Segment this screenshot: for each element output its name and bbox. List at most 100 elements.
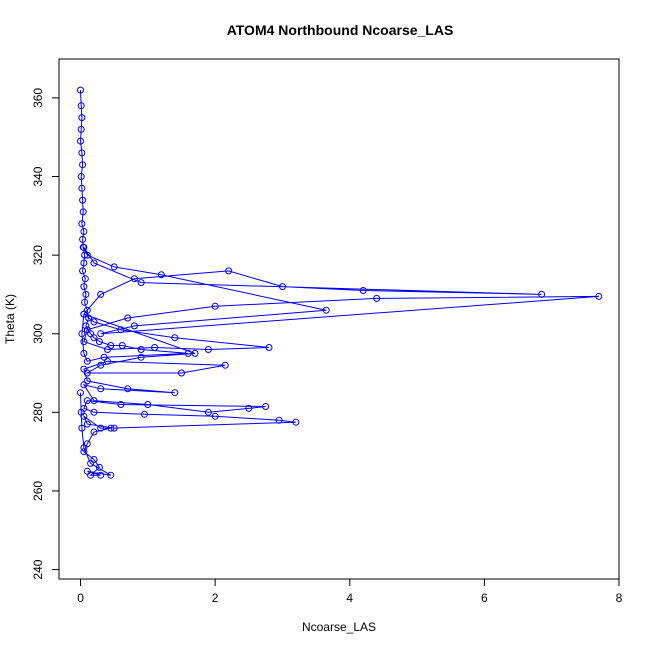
data-point — [137, 279, 145, 287]
data-point — [83, 369, 91, 377]
x-axis-label: Ncoarse_LAS — [302, 620, 376, 634]
data-point — [80, 338, 88, 346]
data-point — [80, 283, 88, 291]
data-point — [90, 334, 98, 342]
data-point — [359, 287, 367, 294]
data-point — [110, 263, 118, 271]
data-point — [77, 173, 85, 180]
data-point — [97, 361, 105, 369]
data-point — [81, 251, 89, 259]
data-point — [171, 389, 179, 397]
data-point — [80, 259, 88, 267]
data-point — [130, 275, 138, 283]
data-point — [90, 318, 98, 326]
data-point — [81, 298, 89, 306]
y-axis: 240 260 280 300 320 340 360 — [31, 88, 60, 580]
data-point — [184, 349, 192, 357]
x-tick-label: 0 — [77, 591, 84, 605]
data-point — [80, 381, 88, 389]
x-axis: 0 2 4 6 8 — [77, 578, 623, 605]
data-point — [77, 389, 84, 397]
data-point — [245, 404, 253, 412]
y-tick-label: 240 — [31, 559, 45, 579]
data-point — [157, 271, 165, 279]
data-point — [204, 346, 212, 353]
data-point — [265, 344, 273, 351]
data-point — [90, 408, 98, 416]
data-point — [78, 424, 86, 432]
y-tick-label: 340 — [31, 166, 45, 186]
data-point — [117, 326, 125, 334]
data-point — [77, 102, 85, 110]
data-point — [77, 137, 84, 145]
data-point — [95, 338, 103, 346]
data-point — [130, 322, 138, 330]
data-series — [79, 90, 599, 476]
data-point — [124, 314, 132, 322]
data-point — [373, 294, 381, 302]
series-line — [79, 90, 599, 476]
data-point — [78, 149, 86, 157]
data-point — [90, 397, 98, 405]
data-point — [80, 365, 88, 373]
data-point — [211, 412, 219, 420]
data-point — [80, 448, 88, 456]
data-point — [97, 471, 105, 479]
data-point — [90, 456, 98, 463]
x-tick-label: 6 — [481, 591, 488, 605]
data-points — [77, 86, 603, 479]
data-point — [595, 292, 603, 300]
data-point — [107, 424, 115, 432]
data-point — [191, 349, 199, 357]
data-point — [204, 408, 212, 416]
data-point — [78, 330, 86, 338]
data-point — [80, 349, 88, 357]
y-tick-label: 360 — [31, 88, 45, 108]
data-point — [80, 310, 88, 318]
data-point — [80, 243, 88, 251]
y-axis-label: Theta (K) — [3, 294, 17, 344]
data-point — [83, 251, 91, 259]
data-point — [81, 275, 89, 283]
data-point — [118, 342, 126, 349]
data-point — [79, 208, 87, 216]
data-point — [80, 228, 88, 235]
data-point — [100, 353, 108, 361]
data-point — [211, 302, 219, 310]
data-point — [178, 369, 185, 377]
data-point — [144, 401, 152, 408]
data-point — [83, 467, 91, 475]
data-point — [97, 424, 105, 432]
data-point — [82, 322, 90, 330]
x-tick-label: 4 — [346, 591, 353, 605]
data-point — [292, 418, 300, 426]
x-tick-label: 2 — [212, 591, 219, 605]
data-point — [78, 184, 86, 192]
y-tick-label: 320 — [31, 245, 45, 265]
data-point — [83, 326, 91, 334]
data-point — [110, 424, 118, 432]
data-point — [90, 259, 98, 267]
data-point — [80, 444, 88, 452]
data-point — [77, 125, 85, 133]
data-point — [171, 334, 179, 342]
y-tick-label: 300 — [31, 323, 45, 343]
data-point — [124, 385, 132, 393]
data-point — [83, 357, 91, 365]
data-point — [83, 440, 91, 448]
data-point — [78, 114, 86, 122]
data-point — [104, 346, 111, 353]
data-point — [79, 161, 87, 169]
data-point — [78, 220, 86, 228]
data-point — [97, 290, 105, 298]
data-point — [79, 235, 87, 243]
data-point — [82, 290, 90, 298]
data-point — [225, 267, 233, 275]
y-tick-label: 280 — [31, 402, 45, 422]
data-point — [77, 408, 85, 416]
data-point — [97, 385, 105, 393]
data-point — [83, 397, 91, 405]
y-tick-label: 260 — [31, 481, 45, 501]
data-point — [83, 377, 91, 385]
data-point — [262, 403, 270, 410]
